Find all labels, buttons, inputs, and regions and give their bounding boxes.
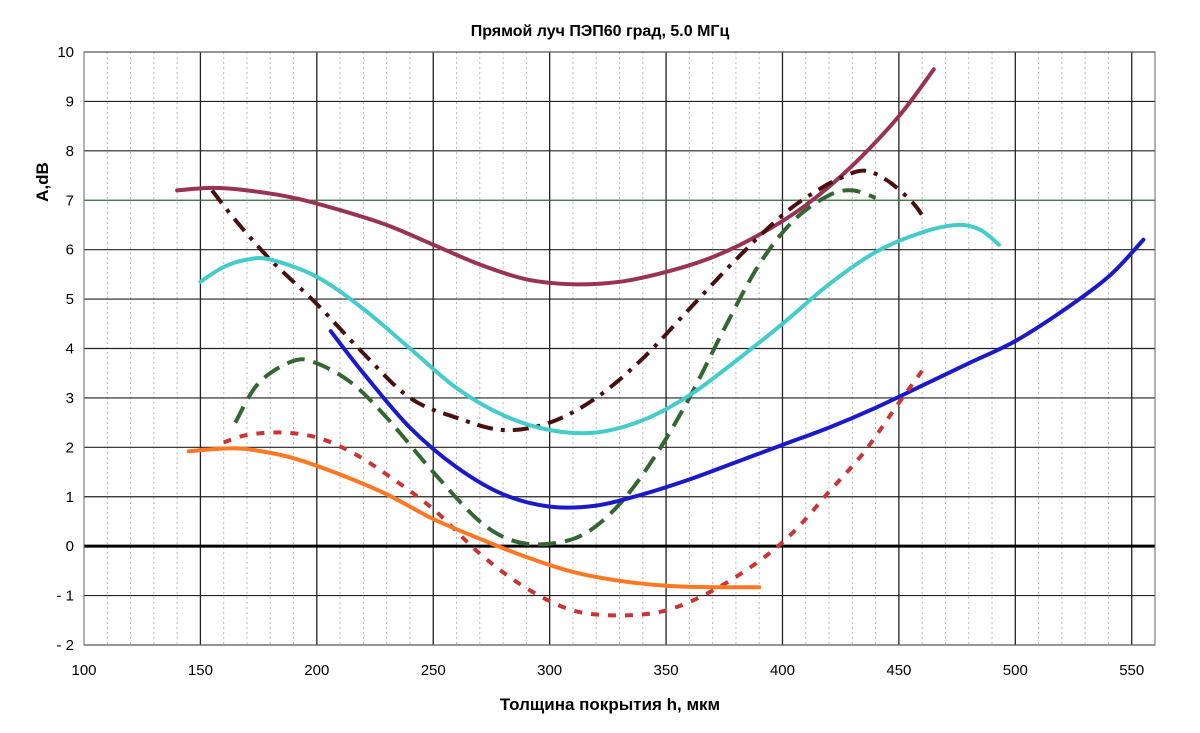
- series-line-blue: [328, 237, 1146, 510]
- y-tick-labels: - 2 - 1 0 1 2 3 4 5 6 7 8 9 10: [56, 44, 74, 654]
- plot-frame: [83, 51, 1156, 646]
- y-tick-label: 1: [66, 489, 74, 506]
- y-tick-label: 10: [57, 44, 74, 61]
- x-tick-labels: 100 150 200 250 300 350 400 450 500 550: [71, 662, 1144, 679]
- y-tick-label: 6: [66, 242, 74, 259]
- series-line-red-dotted: [223, 369, 924, 618]
- y-tick-label: 3: [66, 390, 74, 407]
- y-tick-label: 0: [66, 538, 74, 555]
- y-axis-label: A,dB: [33, 162, 52, 202]
- x-tick-label: 200: [304, 662, 329, 679]
- series-line-green-dashed: [233, 188, 877, 547]
- x-tick-label: 400: [770, 662, 795, 679]
- y-tick-label: - 1: [56, 588, 74, 605]
- y-tick-label: 7: [66, 192, 74, 209]
- x-tick-label: 100: [71, 662, 96, 679]
- y-tick-label: 9: [66, 93, 74, 110]
- series-line-purple: [175, 67, 936, 287]
- x-tick-label: 350: [654, 662, 679, 679]
- x-tick-label: 250: [421, 662, 446, 679]
- y-tick-label: 8: [66, 143, 74, 160]
- y-tick-label: 5: [66, 291, 74, 308]
- series-line-cyan: [198, 222, 1001, 436]
- x-axis-label: Толщина покрытия h, мкм: [500, 695, 720, 714]
- y-tick-label: 2: [66, 439, 74, 456]
- chart-title: Прямой луч ПЭП60 град, 5.0 МГц: [471, 23, 730, 40]
- x-tick-label: 550: [1119, 662, 1144, 679]
- x-tick-label: 300: [537, 662, 562, 679]
- series-line-dark-dashdot: [210, 168, 924, 433]
- series-layer: [175, 67, 1146, 618]
- y-tick-label: - 2: [56, 637, 74, 654]
- x-tick-label: 450: [886, 662, 911, 679]
- series-line-orange: [186, 446, 762, 590]
- x-tick-label: 150: [188, 662, 213, 679]
- x-tick-label: 500: [1003, 662, 1028, 679]
- y-tick-label: 4: [66, 341, 74, 358]
